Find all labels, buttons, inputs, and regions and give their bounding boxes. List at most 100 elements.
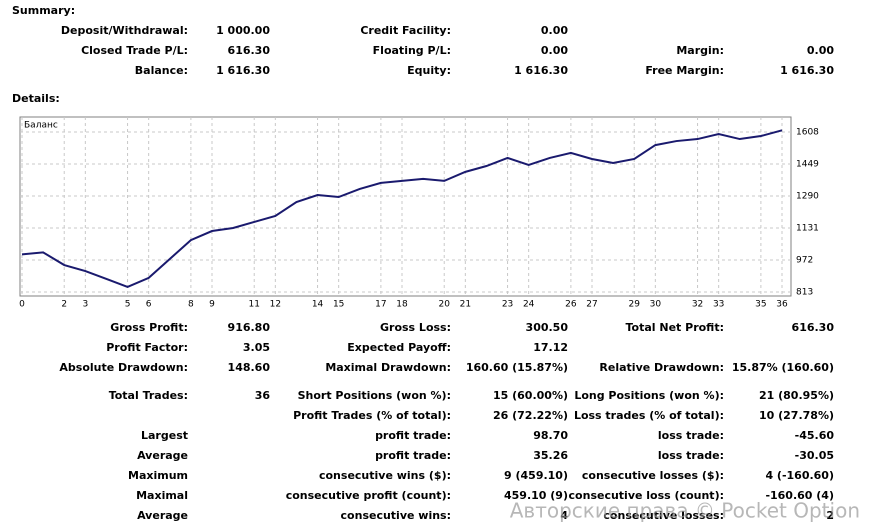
x-tick-label: 15 [333,300,344,310]
label: consecutive wins: [341,509,451,522]
value: 9 (459.10) [504,469,568,482]
label: Equity: [407,64,451,77]
x-tick-label: 20 [438,300,450,310]
value: 1 616.30 [216,64,270,77]
label: Short Positions (won %): [298,389,451,402]
label: consecutive wins ($): [319,469,451,482]
summary-title: Summary: [12,4,75,17]
label: Long Positions (won %): [574,389,724,402]
label: Relative Drawdown: [599,361,724,374]
value: 1 000.00 [216,24,270,37]
details-title: Details: [12,92,60,105]
value: 26 (72.22%) [493,409,568,422]
label: Largest [141,429,188,442]
label: Credit Facility: [360,24,451,37]
label: Maximum [128,469,188,482]
label: Margin: [676,44,724,57]
value: 4 [560,509,568,522]
value: 98.70 [533,429,568,442]
x-tick-label: 14 [312,300,324,310]
label: Gross Loss: [380,321,451,334]
value: 4 (-160.60) [765,469,834,482]
x-tick-label: 33 [713,300,724,310]
legend-label: Баланс [24,121,58,131]
x-tick-label: 29 [628,300,640,310]
x-tick-label: 18 [396,300,408,310]
label: profit trade: [375,429,451,442]
y-tick-label: 1608 [796,128,819,138]
label: Average [137,449,188,462]
x-tick-label: 9 [209,300,215,310]
value: 0.00 [807,44,834,57]
x-tick-label: 12 [270,300,281,310]
label: Closed Trade P/L: [81,44,188,57]
label: Gross Profit: [110,321,188,334]
value: 1 616.30 [780,64,834,77]
y-tick-label: 1449 [796,160,819,170]
label: Maximal [136,489,188,502]
value: 17.12 [533,341,568,354]
label: Balance: [135,64,188,77]
x-tick-label: 5 [125,300,131,310]
value: 916.80 [228,321,271,334]
value: 3.05 [243,341,270,354]
x-tick-label: 36 [776,300,788,310]
value: 15 (60.00%) [493,389,568,402]
x-tick-label: 24 [523,300,535,310]
label: profit trade: [375,449,451,462]
label: Total Trades: [109,389,188,402]
x-tick-label: 32 [692,300,703,310]
x-tick-label: 2 [61,300,67,310]
y-tick-label: 813 [796,288,813,298]
label: consecutive losses ($): [582,469,724,482]
value: 0.00 [541,44,568,57]
label: Profit Trades (% of total): [293,409,451,422]
value: 148.60 [228,361,271,374]
value: 300.50 [526,321,569,334]
y-tick-label: 1290 [796,192,819,202]
x-tick-label: 21 [460,300,471,310]
label: Absolute Drawdown: [59,361,188,374]
value: -160.60 (4) [765,489,834,502]
x-tick-label: 0 [19,300,25,310]
value: 459.10 (9) [504,489,568,502]
x-tick-label: 26 [565,300,577,310]
x-tick-label: 8 [188,300,194,310]
label: consecutive loss (count): [569,489,724,502]
watermark: Авторские права © Pocket Option [510,499,860,523]
label: consecutive profit (count): [286,489,451,502]
label: Free Margin: [645,64,724,77]
value: 616.30 [792,321,835,334]
label: Total Net Profit: [626,321,725,334]
label: Average [137,509,188,522]
value: -45.60 [795,429,835,442]
label: loss trade: [658,449,724,462]
label: Loss trades (% of total): [574,409,724,422]
balance-line [21,129,783,289]
value: 2 [826,509,834,522]
y-tick-label: 1131 [796,224,819,234]
x-tick-label: 11 [248,300,259,310]
plot-frame [19,116,792,297]
value: 160.60 (15.87%) [466,361,568,374]
value: 0.00 [541,24,568,37]
label: Deposit/Withdrawal: [61,24,188,37]
value: -30.05 [795,449,834,462]
label: consecutive losses: [603,509,724,522]
value: 36 [255,389,271,402]
value: 1 616.30 [514,64,568,77]
x-tick-label: 23 [502,300,513,310]
label: loss trade: [658,429,724,442]
x-tick-label: 3 [82,300,88,310]
label: Maximal Drawdown: [325,361,451,374]
x-tick-label: 6 [146,300,152,310]
x-tick-label: 30 [650,300,662,310]
label: Floating P/L: [373,44,451,57]
value: 15.87% (160.60) [732,361,834,374]
label: Profit Factor: [106,341,188,354]
x-tick-label: 27 [586,300,597,310]
value: 616.30 [228,44,271,57]
y-tick-label: 972 [796,256,813,266]
value: 35.26 [533,449,568,462]
